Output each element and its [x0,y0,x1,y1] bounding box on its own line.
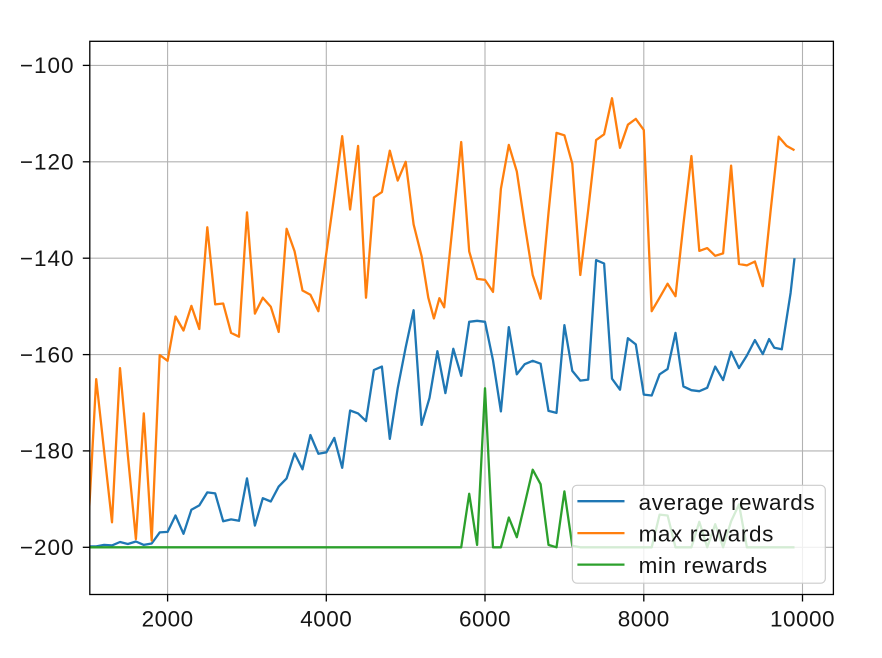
svg-text:−180: −180 [20,439,75,464]
svg-text:−200: −200 [20,535,75,560]
svg-text:2000: 2000 [142,606,194,631]
svg-text:−160: −160 [20,342,75,367]
svg-text:4000: 4000 [300,606,352,631]
svg-text:min rewards: min rewards [639,553,768,578]
svg-text:−100: −100 [20,53,75,78]
svg-text:8000: 8000 [618,606,670,631]
svg-text:−120: −120 [20,150,75,175]
svg-text:max rewards: max rewards [639,522,774,547]
svg-text:−140: −140 [20,246,75,271]
svg-text:10000: 10000 [770,606,835,631]
svg-text:average rewards: average rewards [639,490,816,515]
svg-text:6000: 6000 [459,606,511,631]
